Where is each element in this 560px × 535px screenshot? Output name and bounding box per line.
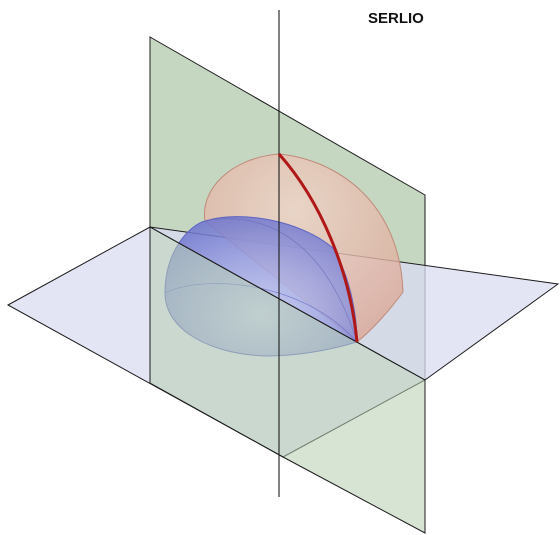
dome-rim: [204, 218, 358, 343]
diagram-title: SERLIO: [368, 10, 424, 27]
plane-intersection-line: [149, 226, 426, 381]
red-arc: [277, 153, 359, 343]
